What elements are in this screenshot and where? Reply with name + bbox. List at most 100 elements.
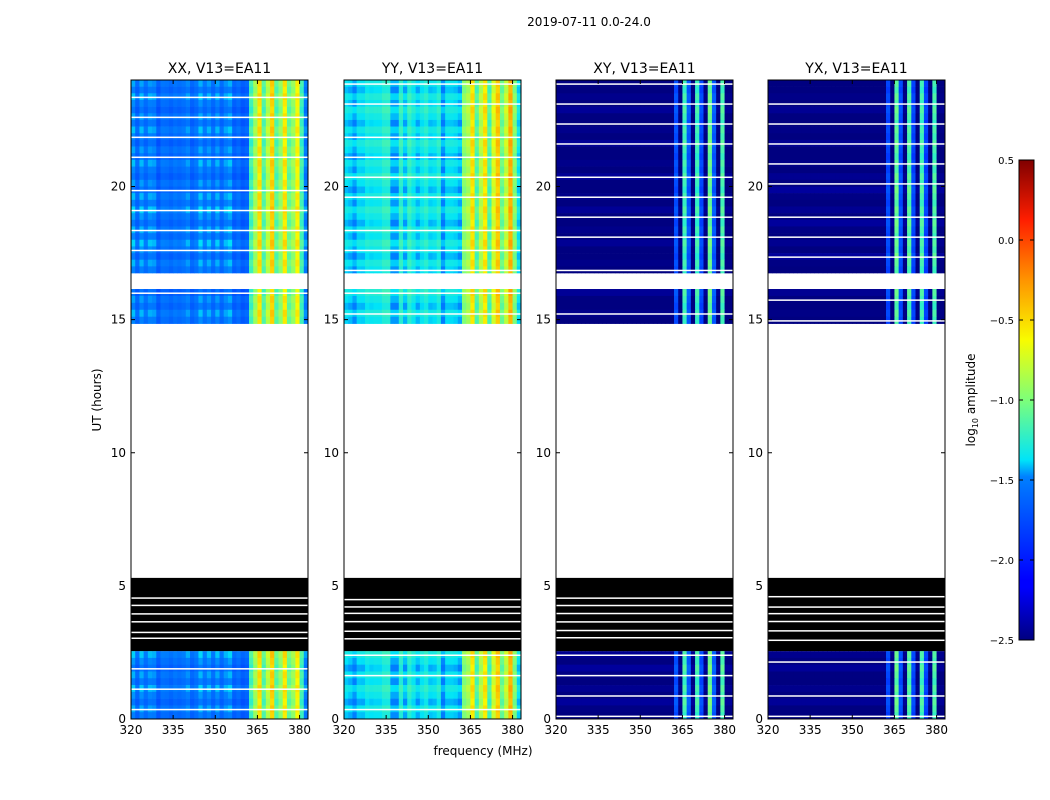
heatmap-cell <box>356 664 362 672</box>
heatmap-cell <box>303 295 309 304</box>
heatmap-cell <box>419 139 425 147</box>
heatmap-cell <box>177 179 182 187</box>
heatmap-cell <box>436 106 442 114</box>
heatmap-cell <box>227 166 233 174</box>
heatmap-cell <box>432 86 438 94</box>
heatmap-cell <box>556 86 561 94</box>
heatmap-cell <box>415 113 421 121</box>
heatmap-cell <box>478 316 484 324</box>
heatmap-cell <box>598 113 603 121</box>
heatmap-cell <box>291 139 296 147</box>
heatmap-cell <box>265 179 271 187</box>
heatmap-cell <box>253 302 258 311</box>
heatmap-cell <box>249 199 254 207</box>
heatmap-cell <box>457 139 463 147</box>
heatmap-cell <box>135 671 140 679</box>
heatmap-cell <box>636 133 641 141</box>
heatmap-cell <box>303 193 309 201</box>
heatmap-cell <box>206 213 212 221</box>
heatmap-cell <box>160 295 166 304</box>
heatmap-cell <box>593 302 599 311</box>
heatmap-cell <box>445 206 450 214</box>
heatmap-cell <box>674 289 679 297</box>
heatmap-cell <box>728 126 734 134</box>
heatmap-cell <box>478 259 484 267</box>
heatmap-cell <box>295 309 300 317</box>
heatmap-cell <box>143 126 149 134</box>
heatmap-cell <box>168 316 174 324</box>
heatmap-cell <box>173 233 178 241</box>
heatmap-cell <box>143 173 149 181</box>
heatmap-cell <box>365 86 370 94</box>
heatmap-cell <box>211 139 216 147</box>
heatmap-cell <box>303 266 309 274</box>
heatmap-cell <box>177 233 182 241</box>
heatmap-cell <box>640 86 645 94</box>
heatmap-cell <box>657 93 662 101</box>
heatmap-cell <box>356 213 362 221</box>
heatmap-cell <box>424 219 429 227</box>
heatmap-cell <box>457 146 463 154</box>
heatmap-cell <box>227 126 233 134</box>
heatmap-cell <box>669 126 675 134</box>
heatmap-cell <box>403 302 408 311</box>
heatmap-cell <box>348 657 353 665</box>
heatmap-cell <box>470 302 476 311</box>
heatmap-cell <box>282 159 288 167</box>
heatmap-cell <box>491 712 497 720</box>
heatmap-cell <box>369 691 374 699</box>
heatmap-cell <box>457 316 463 324</box>
heatmap-cell <box>244 126 250 134</box>
heatmap-cell <box>377 146 383 154</box>
heatmap-cell <box>181 199 187 207</box>
heatmap-cell <box>215 239 220 247</box>
flagged-row-gap <box>131 613 308 615</box>
flagged-row-gap <box>131 292 308 294</box>
heatmap-cell <box>703 289 709 297</box>
heatmap-cell <box>261 193 267 201</box>
heatmap-cell <box>390 302 395 311</box>
heatmap-cell <box>728 685 734 693</box>
heatmap-cell <box>253 239 258 247</box>
heatmap-cell <box>253 179 258 187</box>
heatmap-cell <box>365 316 370 324</box>
heatmap-cell <box>139 259 145 267</box>
heatmap-cell <box>139 126 145 134</box>
heatmap-cell <box>428 199 433 207</box>
heatmap-cell <box>164 309 170 317</box>
heatmap-cell <box>131 316 136 324</box>
heatmap-cell <box>516 259 522 267</box>
heatmap-cell <box>211 233 216 241</box>
heatmap-cell <box>495 119 501 127</box>
heatmap-cell <box>274 657 279 665</box>
heatmap-cell <box>344 106 349 114</box>
heatmap-cell <box>478 295 484 304</box>
heatmap-cell <box>156 159 161 167</box>
heatmap-cell <box>577 705 582 713</box>
heatmap-cell <box>373 139 379 147</box>
heatmap-cell <box>560 126 565 134</box>
heatmap-cell <box>164 712 170 720</box>
heatmap-cell <box>623 705 629 713</box>
heatmap-cell <box>152 233 157 241</box>
heatmap-cell <box>143 80 149 87</box>
heatmap-cell <box>177 657 182 665</box>
heatmap-cell <box>690 657 696 665</box>
heatmap-cell <box>356 259 362 267</box>
heatmap-cell <box>495 146 501 154</box>
heatmap-cell <box>445 219 450 227</box>
heatmap-cell <box>265 126 271 134</box>
heatmap-cell <box>424 126 429 134</box>
heatmap-cell <box>257 239 263 247</box>
heatmap-cell <box>457 295 463 304</box>
heatmap-cell <box>181 651 187 659</box>
heatmap-cell <box>219 259 225 267</box>
heatmap-cell <box>403 139 408 147</box>
flagged-row-gap <box>344 83 521 85</box>
heatmap-cell <box>219 253 225 261</box>
heatmap-cell <box>598 316 603 324</box>
heatmap-cell <box>724 678 730 686</box>
heatmap-cell <box>556 685 561 693</box>
heatmap-cell <box>369 712 374 720</box>
heatmap-cell <box>135 698 140 706</box>
